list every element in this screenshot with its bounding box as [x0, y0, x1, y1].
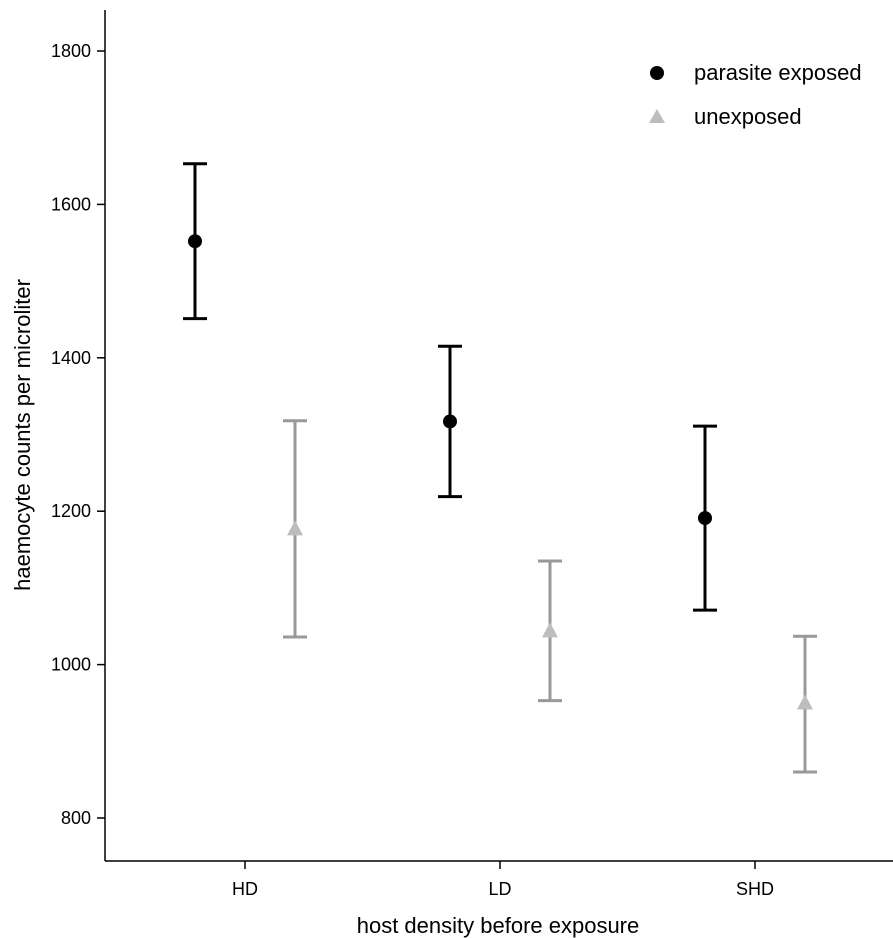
y-tick-label: 800	[61, 808, 91, 828]
y-tick-label: 1000	[51, 655, 91, 675]
x-tick-label: LD	[488, 879, 511, 899]
y-tick-label: 1200	[51, 501, 91, 521]
legend-marker-circle	[650, 66, 664, 80]
data-point-circle	[443, 414, 457, 429]
series-parasite-exposed	[183, 162, 717, 612]
plot-area	[183, 162, 817, 774]
x-tick-label: HD	[232, 879, 258, 899]
data-point-circle	[188, 234, 202, 249]
legend: parasite exposed unexposed	[649, 60, 862, 129]
x-tick-label: SHD	[736, 879, 774, 899]
data-point-triangle	[542, 622, 558, 638]
data-point-circle	[698, 511, 712, 526]
axes	[104, 10, 893, 862]
legend-label: parasite exposed	[694, 60, 862, 85]
y-tick-label: 1400	[51, 348, 91, 368]
x-axis-ticks: HD LD SHD	[232, 861, 774, 899]
x-axis-title: host density before exposure	[357, 913, 640, 938]
y-axis-ticks: 800 1000 1200 1400 1600 1800	[51, 41, 105, 828]
series-unexposed	[283, 419, 817, 774]
y-axis-title: haemocyte counts per microliter	[10, 279, 35, 591]
data-point-triangle	[287, 520, 303, 536]
legend-label: unexposed	[694, 104, 802, 129]
data-point-triangle	[797, 694, 813, 710]
legend-marker-triangle	[649, 109, 665, 123]
y-tick-label: 1800	[51, 41, 91, 61]
y-tick-label: 1600	[51, 194, 91, 214]
